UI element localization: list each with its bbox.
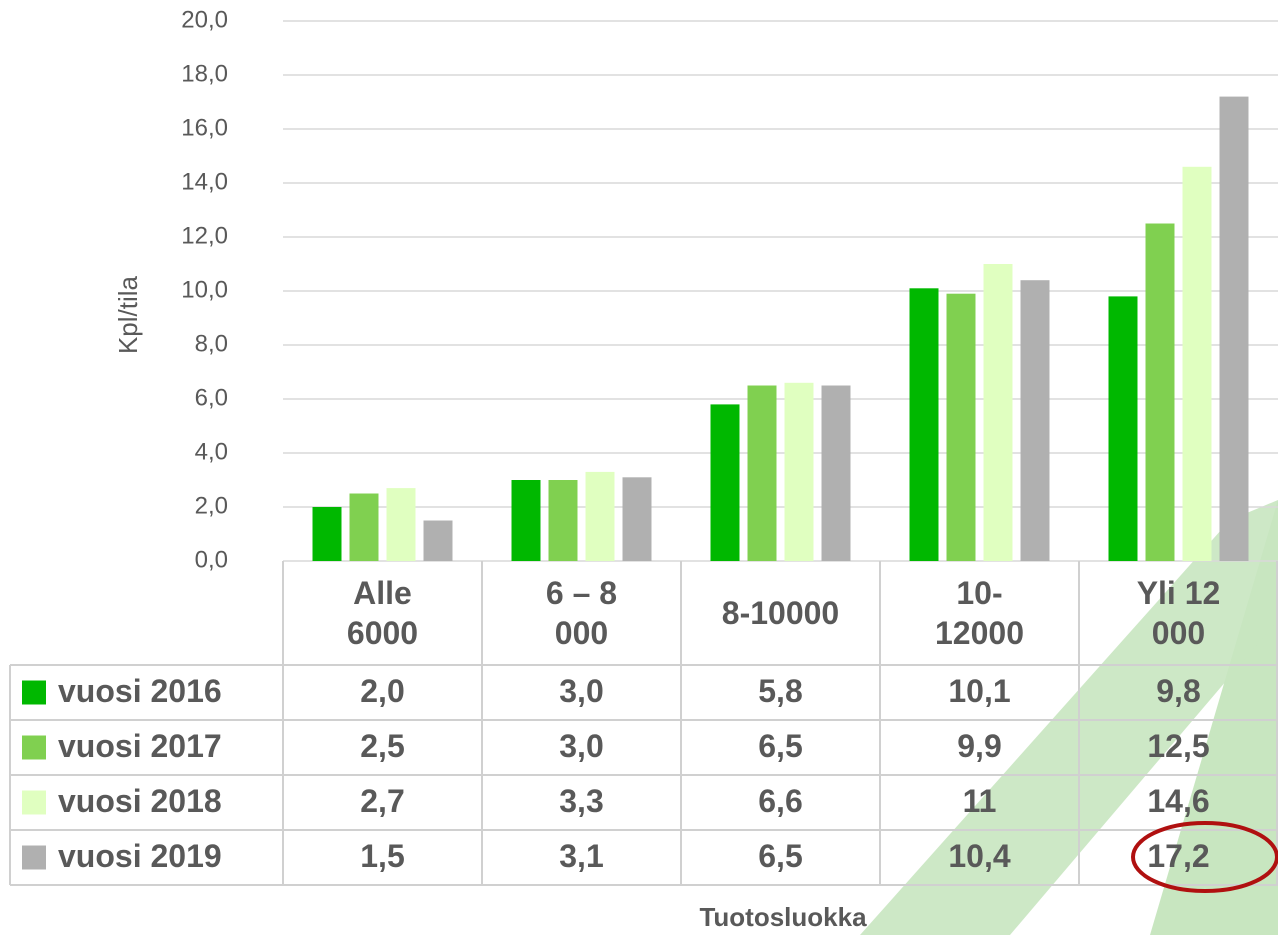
bar	[821, 385, 851, 561]
table-cell: 11	[963, 783, 997, 819]
bar	[747, 385, 777, 561]
table-cell: 17,2	[1147, 838, 1209, 874]
legend-label: vuosi 2016	[58, 673, 222, 709]
table-cell: 2,0	[360, 673, 404, 709]
table-cell: 10,4	[948, 838, 1010, 874]
table-cell: 3,0	[559, 673, 603, 709]
y-tick-label: 8,0	[195, 330, 228, 357]
y-tick-label: 2,0	[195, 492, 228, 519]
category-label: 10- 12000	[935, 575, 1024, 651]
legend-swatch	[22, 680, 46, 705]
x-axis-title: Tuotosluokka	[699, 902, 867, 932]
table-cell: 14,6	[1147, 783, 1209, 819]
bar	[622, 477, 652, 561]
table-cell: 2,5	[360, 728, 404, 764]
bar	[423, 520, 453, 561]
bar	[1108, 296, 1138, 561]
table-cell: 2,7	[360, 783, 404, 819]
table-cell: 1,5	[360, 838, 404, 874]
category-label: 6 – 8 000	[545, 575, 618, 651]
y-tick-label: 4,0	[195, 438, 228, 465]
table-cell: 9,9	[957, 728, 1001, 764]
y-axis-title: Kpl/tila	[113, 275, 143, 354]
table-cell: 10,1	[948, 673, 1010, 709]
table-cell: 6,5	[758, 728, 802, 764]
bar	[312, 507, 342, 561]
y-tick-label: 18,0	[181, 60, 228, 87]
legend-label: vuosi 2019	[58, 838, 222, 874]
y-tick-label: 12,0	[181, 222, 228, 249]
bar	[1219, 96, 1249, 561]
bar	[349, 493, 379, 561]
table-cell: 12,5	[1147, 728, 1209, 764]
bar	[1182, 166, 1212, 562]
highlight-ring	[1131, 821, 1278, 893]
bar	[983, 264, 1013, 561]
category-label: Alle 6000	[346, 575, 419, 651]
bar	[585, 471, 615, 561]
bar	[784, 382, 814, 561]
category-label: Yli 12 000	[1136, 575, 1221, 651]
y-tick-label: 10,0	[181, 276, 228, 303]
legend-swatch	[22, 790, 46, 815]
bar	[909, 288, 939, 561]
table-cell: 6,6	[758, 783, 802, 819]
table-cell: 6,5	[758, 838, 802, 874]
table-cell: 3,3	[559, 783, 603, 819]
bar	[946, 293, 976, 561]
legend-label: vuosi 2018	[58, 783, 222, 819]
bar	[710, 404, 740, 561]
table-cell: 9,8	[1156, 673, 1200, 709]
legend-label: vuosi 2017	[58, 728, 222, 764]
y-tick-label: 20,0	[181, 6, 228, 33]
bar	[1020, 280, 1050, 561]
bar	[386, 488, 416, 561]
table-cell: 5,8	[758, 673, 802, 709]
y-tick-label: 16,0	[181, 114, 228, 141]
legend-swatch	[22, 845, 46, 870]
table-cell: 3,0	[559, 728, 603, 764]
y-tick-label: 6,0	[195, 384, 228, 411]
table-cell: 3,1	[559, 838, 603, 874]
legend-swatch	[22, 735, 46, 760]
y-tick-label: 14,0	[181, 168, 228, 195]
y-tick-label: 0,0	[195, 546, 228, 573]
bar	[1145, 223, 1175, 561]
decor-stripe	[860, 500, 1278, 935]
bar	[511, 480, 541, 561]
bar	[548, 480, 578, 561]
category-label: 8-10000	[721, 595, 840, 631]
